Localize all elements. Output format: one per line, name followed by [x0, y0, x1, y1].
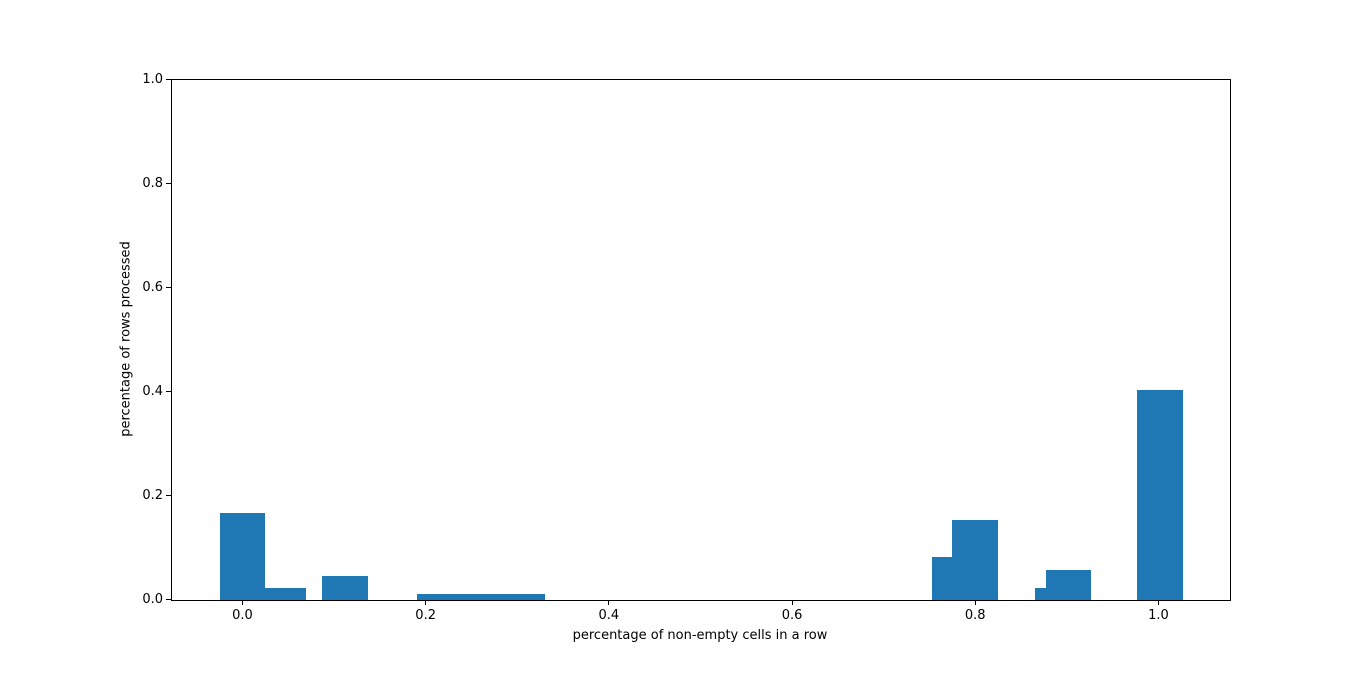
x-tick-label-0.8: 0.8 [964, 608, 986, 623]
histogram-bar-4 [932, 557, 953, 600]
histogram-bar-3 [417, 593, 545, 600]
histogram-bar-1 [265, 588, 306, 600]
y-tick-mark-0.6 [166, 286, 171, 288]
histogram-bar-5 [952, 519, 999, 600]
plot-area [171, 79, 1231, 601]
x-tick-mark-0.6 [791, 600, 793, 605]
y-tick-mark-0.4 [166, 390, 171, 392]
y-tick-label-1.0: 1.0 [142, 71, 163, 87]
x-tick-label-0.6: 0.6 [781, 608, 803, 623]
y-tick-label-0.4: 0.4 [142, 383, 163, 399]
y-tick-label-0.8: 0.8 [142, 175, 163, 191]
histogram-bar-8 [1136, 390, 1184, 600]
x-tick-mark-0.0 [241, 600, 243, 605]
x-tick-label-1.0: 1.0 [1148, 608, 1169, 623]
x-tick-label-0.2: 0.2 [415, 608, 436, 623]
y-tick-label-0.6: 0.6 [142, 279, 163, 295]
x-axis-title: percentage of non-empty cells in a row [572, 628, 828, 643]
y-tick-mark-1.0 [166, 78, 171, 80]
y-tick-mark-0.8 [166, 182, 171, 184]
x-tick-mark-1.0 [1157, 600, 1159, 605]
x-tick-mark-0.2 [425, 600, 427, 605]
y-tick-label-0.0: 0.0 [142, 591, 163, 607]
histogram-bar-7 [1045, 569, 1091, 600]
y-axis-title: percentage of rows processed [118, 241, 134, 437]
x-tick-mark-0.4 [608, 600, 610, 605]
histogram-bar-6 [1034, 588, 1046, 600]
x-tick-label-0.0: 0.0 [232, 608, 253, 623]
x-tick-label-0.4: 0.4 [598, 608, 620, 623]
y-tick-label-0.2: 0.2 [142, 487, 163, 503]
histogram-bar-0 [219, 512, 266, 600]
x-tick-mark-0.8 [974, 600, 976, 605]
histogram-bar-2 [322, 575, 369, 600]
y-tick-mark-0.2 [166, 494, 171, 496]
bars-container [172, 80, 1230, 600]
y-tick-mark-0.0 [166, 598, 171, 600]
